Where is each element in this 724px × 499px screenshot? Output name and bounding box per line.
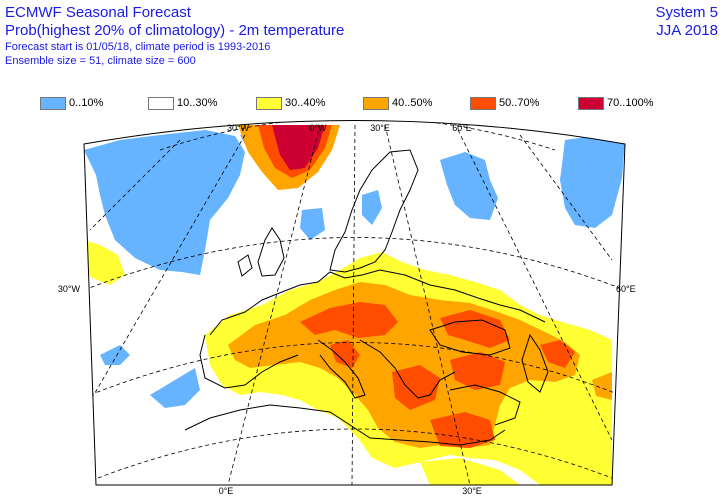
prob-region-50-70-anatolia [450,352,505,390]
legend-swatch [148,96,174,110]
header-left: ECMWF Seasonal Forecast Prob(highest 20%… [5,4,344,68]
legend-label: 70..100% [607,97,654,109]
prob-region-40-50-east-patch [592,372,612,400]
legend-swatch [363,96,389,110]
graticule [84,120,625,485]
map-frame [83,120,626,486]
meridian-line [227,124,321,485]
prob-region-50-70-caucasus [540,340,575,368]
legend-swatch [256,96,282,110]
prob-region-50-70-central [300,302,398,338]
legend-item: 0..10% [40,96,103,110]
legend-label: 10..30% [177,97,218,109]
legend-label: 50..70% [499,97,540,109]
coastline-scandinavia [329,149,419,273]
tick-label-right: 60°E [616,284,636,294]
system-label: System 5 [655,4,718,21]
legend-item: 10..30% [148,96,217,110]
prob-region-50-70-greece [392,365,440,410]
coastline-britain [257,227,285,277]
coastlines [184,149,549,446]
legend-item: 50..70% [470,96,539,110]
low-prob-region-north-sea [300,208,325,240]
tick-label-top: 30°E [370,123,390,133]
chart-subtitle: Prob(highest 20% of climatology) - 2m te… [5,22,345,39]
coastline-ireland [237,254,253,277]
coastline-north-africa [184,404,506,446]
season-label: JJA 2018 [656,22,718,39]
forecast-info: Forecast start is 01/05/18, climate peri… [5,41,271,53]
coastline-balkans [359,339,456,399]
map-area: 30°W 0°W 30°E 60°E 0°E 30°E 30°W 60°E [0,120,724,499]
low-prob-region-scandinavia [362,190,382,225]
parallel-line [84,237,625,291]
coastline-turkey [449,384,521,426]
prob-region-30-40-sahara [420,458,520,485]
prob-region-70-100-iceland [272,125,325,170]
meridian-line [89,139,181,231]
parallel-line [89,342,621,396]
tick-label-top: 60°E [452,123,472,133]
legend: 0..10% 10..30% 30..40% 40..50% 50..70% 7… [0,96,724,110]
tick-label-top: 0°W [309,123,327,133]
meridian-line [384,124,471,485]
low-prob-region-north-atlantic [84,130,245,275]
prob-region-50-70-east-med [430,412,495,448]
meridian-line [457,129,613,441]
legend-swatch [40,96,66,110]
tick-label-left: 30°W [58,284,81,294]
legend-swatch [470,96,496,110]
parallel-line [97,428,613,479]
tick-label-bottom: 0°E [219,486,234,496]
tick-label-top: 30°W [227,123,250,133]
coastline-black-sea [429,319,511,356]
legend-item: 40..50% [363,96,432,110]
coastline-italy [317,339,366,399]
map-svg: 30°W 0°W 30°E 60°E 0°E 30°E 30°W 60°E [58,120,636,496]
prob-region-50-70-black-sea [440,310,510,348]
ensemble-info: Ensemble size = 51, climate size = 600 [5,55,196,67]
chart-title: ECMWF Seasonal Forecast [5,4,191,21]
tick-label-bottom: 30°E [462,486,482,496]
coastline-caspian [521,333,549,393]
coastline-iberia [199,334,299,389]
prob-region-30-40-atlantic [84,240,125,285]
legend-item: 70..100% [578,96,653,110]
legend-label: 0..10% [69,97,104,109]
parallel-line [159,120,556,151]
low-prob-region-atlantic-south [100,345,130,365]
prob-region-50-70-italy [330,340,360,368]
probability-fields [84,125,625,485]
legend-item: 30..40% [256,96,325,110]
header-right: System 5 JJA 2018 [655,4,718,40]
meridian-line [519,134,613,261]
low-prob-region-portugal [150,368,200,408]
legend-label: 40..50% [392,97,433,109]
low-prob-region-siberia-west [440,152,498,220]
prob-region-30-40-east [560,430,612,485]
legend-label: 30..40% [285,97,326,109]
low-prob-region-siberia-east [560,135,625,228]
legend-swatch [578,96,604,110]
coastline-europe-main [209,269,546,336]
